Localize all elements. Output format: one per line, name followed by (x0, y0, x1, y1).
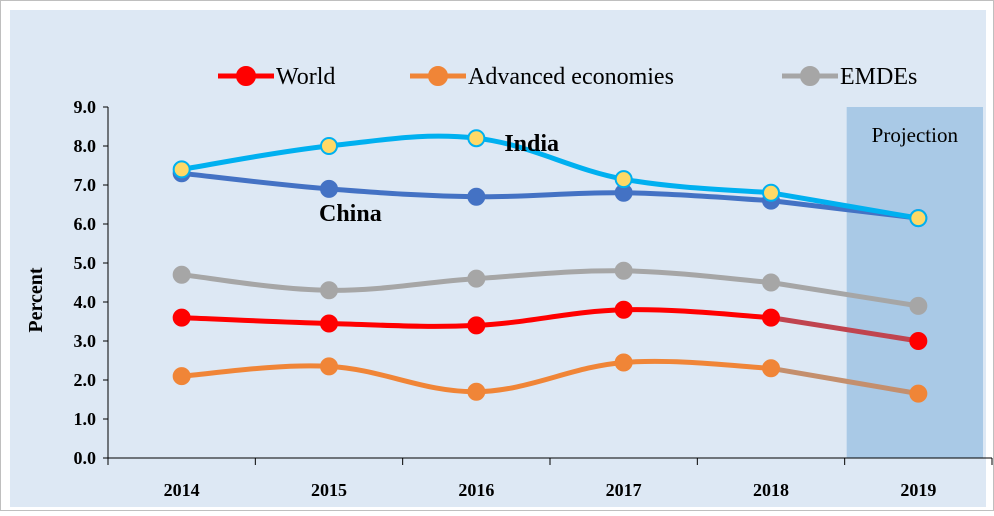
series-india (172, 129, 928, 228)
chart-background (10, 10, 986, 507)
y-tick-label: 8.0 (74, 136, 97, 156)
series-advanced-economies (172, 353, 928, 403)
annotation-india: India (504, 131, 559, 157)
data-point-india-2016 (467, 129, 486, 148)
data-point-advanced-economies-2018 (762, 359, 780, 378)
data-point-emdes-2016 (467, 269, 486, 288)
legend: World Advanced economies EMDEs (218, 64, 917, 90)
series-line-projection-india (768, 190, 921, 221)
series-line-projection-advanced-economies (768, 365, 921, 397)
data-point-china-2016 (467, 187, 486, 206)
data-point-world-2017 (614, 300, 633, 319)
data-point-emdes-2014 (172, 265, 191, 284)
x-tick-label: 2016 (458, 480, 494, 500)
x-tick-label: 2017 (606, 480, 642, 500)
y-tick-label: 5.0 (74, 253, 97, 273)
legend-label-advanced-economies: Advanced economies (468, 64, 674, 90)
data-point-advanced-economies-2017 (614, 353, 633, 372)
y-tick-label: 7.0 (74, 175, 97, 195)
y-tick-label: 9.0 (74, 97, 97, 117)
legend-item-advanced-economies: Advanced economies (410, 64, 674, 90)
data-point-emdes-2017 (614, 261, 633, 280)
data-point-emdes-2018 (762, 273, 780, 292)
data-point-india-2017 (614, 170, 633, 189)
data-point-india-2014 (172, 160, 191, 179)
series-layer (172, 129, 928, 403)
x-axis: 2014 2015 2016 2017 2018 2019 (107, 457, 993, 500)
x-tick-label: 2014 (164, 480, 200, 500)
y-axis-title: Percent (25, 267, 47, 332)
y-tick-label: 1.0 (74, 409, 97, 429)
annotations: India China (319, 131, 559, 227)
data-point-world-2014 (172, 308, 191, 327)
y-tick-label: 2.0 (74, 370, 97, 390)
legend-item-world: World (218, 64, 335, 90)
legend-label-world: World (276, 64, 335, 90)
data-point-world-2016 (467, 316, 486, 335)
series-world (172, 300, 928, 350)
projection-band (846, 107, 983, 458)
legend-item-emdes: EMDEs (782, 64, 917, 90)
data-point-advanced-economies-2014 (172, 367, 191, 386)
y-axis: 0.0 1.0 2.0 3.0 4.0 5.0 6.0 7.0 8.0 9.0 (74, 97, 109, 468)
data-point-advanced-economies-2015 (320, 357, 338, 376)
data-point-world-2018 (762, 308, 780, 327)
data-point-india-2019 (909, 209, 928, 228)
legend-marker-emdes (800, 66, 820, 86)
projection-label: Projection (872, 123, 959, 147)
data-point-china-2015 (320, 179, 338, 198)
series-line-projection-world (768, 315, 921, 344)
data-point-emdes-2015 (320, 281, 338, 300)
x-tick-label: 2015 (311, 480, 347, 500)
y-tick-label: 3.0 (74, 331, 97, 351)
legend-marker-world (236, 66, 256, 86)
data-point-india-2018 (762, 183, 780, 202)
data-point-world-2019 (909, 332, 928, 350)
series-line-projection-emdes (768, 280, 921, 309)
data-point-india-2015 (320, 137, 338, 155)
y-tick-label: 4.0 (74, 292, 97, 312)
legend-marker-advanced-economies (428, 66, 448, 86)
data-point-world-2015 (320, 314, 338, 333)
x-tick-label: 2018 (753, 480, 789, 500)
data-point-advanced-economies-2019 (909, 384, 928, 403)
annotation-china: China (319, 201, 382, 227)
y-tick-label: 0.0 (74, 448, 97, 468)
data-point-emdes-2019 (909, 296, 928, 315)
x-tick-label: 2019 (900, 480, 936, 500)
series-emdes (172, 261, 928, 315)
y-tick-label: 6.0 (74, 214, 97, 234)
data-point-advanced-economies-2016 (467, 382, 486, 401)
legend-label-emdes: EMDEs (840, 64, 917, 90)
